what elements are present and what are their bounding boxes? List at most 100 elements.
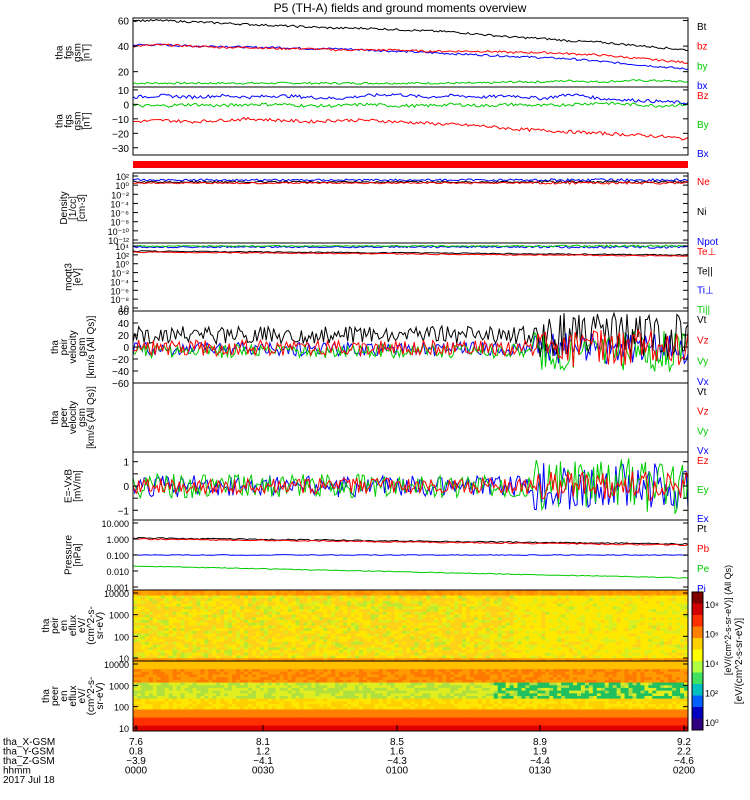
x-row-value: 0130 xyxy=(529,766,552,777)
legend-entry: Vx xyxy=(697,377,709,388)
x-row-value: 9.2 xyxy=(677,737,691,748)
x-row-value: 0100 xyxy=(386,766,409,777)
y-label-line: velocity xyxy=(68,330,79,363)
y-tick-label: 10⁴ xyxy=(115,242,129,252)
x-row-label: tha_Z-GSM xyxy=(3,756,55,767)
legend-entry: By xyxy=(697,120,709,131)
y-label-line: gsm xyxy=(77,338,88,357)
y-tick-label: 10 xyxy=(119,724,129,734)
legend-entry: Vz xyxy=(697,407,709,418)
y-label-line: velocity xyxy=(68,401,79,434)
y-label: Density[1/cc][cm-3] xyxy=(59,191,88,224)
series-line xyxy=(133,538,689,546)
panel-frame xyxy=(132,660,689,732)
panel-density: 10²10⁰10⁻²10⁻⁴10⁻⁶10⁻⁸10⁻¹⁰10⁻¹²Density[… xyxy=(59,172,718,248)
y-label-line: eflux xyxy=(68,685,79,706)
y-label-line: peir xyxy=(50,616,61,633)
panel-peer_spectrogram: 10000 1000 100 10 thapeerenefluxeV/(cm^2-s-s… xyxy=(41,660,689,734)
series-line xyxy=(132,116,689,141)
legend-entry: Ne xyxy=(697,177,710,188)
y-tick-label: 10⁻¹² xyxy=(108,236,129,246)
y-label: E=-VxB[mV/m] xyxy=(64,469,84,504)
series-line xyxy=(132,328,689,367)
series-line xyxy=(132,43,689,71)
x-row-label: tha_Y-GSM xyxy=(3,747,54,758)
colorbar-step xyxy=(692,592,703,604)
legend-entry: Ti⊥ xyxy=(697,286,714,297)
legend-entry: Ex xyxy=(697,514,709,525)
series-line xyxy=(132,18,689,52)
x-row-label: tha_X-GSM xyxy=(3,737,55,748)
y-label-line: gsm xyxy=(73,112,84,131)
y-tick-label: 60 xyxy=(118,17,130,28)
x-row-value: −4.1 xyxy=(253,756,273,767)
x-row-value: 2.2 xyxy=(677,747,691,758)
colorbar-step xyxy=(692,661,703,673)
y-label-line: [nT] xyxy=(82,112,93,129)
y-tick-label: 1.000 xyxy=(106,535,129,545)
legend-entry: Bx xyxy=(697,149,709,160)
x-row-value: 0000 xyxy=(125,766,148,777)
y-label-line: tha xyxy=(41,689,52,703)
legend-entry: Vt xyxy=(697,387,707,398)
legend-entry: Vt xyxy=(697,315,707,326)
legend-entry: Vx xyxy=(697,446,709,457)
x-row-value: 1.9 xyxy=(533,747,547,758)
mode-bar xyxy=(133,161,688,168)
series-line xyxy=(132,331,689,365)
series-line xyxy=(132,471,689,501)
y-tick-label: −60 xyxy=(112,379,129,390)
series-line xyxy=(132,92,689,105)
legend-entry: Pb xyxy=(697,544,710,555)
y-tick-label: 10⁰ xyxy=(115,260,129,270)
y-label-line: eflux xyxy=(68,615,79,636)
series-line xyxy=(132,181,688,186)
y-tick-label: 1000 xyxy=(109,681,129,691)
y-tick-label: 10.000 xyxy=(101,519,129,529)
colorbar-step xyxy=(692,638,703,650)
y-tick-label: 10⁻⁸ xyxy=(110,295,129,305)
legend-entry: Bz xyxy=(697,91,709,102)
x-row-value: 1.6 xyxy=(390,747,404,758)
series-line xyxy=(132,251,689,257)
y-tick-label: 40 xyxy=(118,319,130,330)
y-tick-label: 1 xyxy=(123,458,129,469)
y-tick-label: 10 xyxy=(119,654,129,664)
legend-entry: Ey xyxy=(697,485,709,496)
y-tick-label: 10000 xyxy=(104,660,129,670)
y-label-line: tha xyxy=(41,618,52,632)
colorbar-label: 10⁸ xyxy=(705,600,719,610)
y-tick-label: 20 xyxy=(118,331,130,342)
y-label-line: E=-VxB xyxy=(64,469,75,504)
legend-entry: bz xyxy=(697,42,708,53)
colorbar-step xyxy=(692,626,703,639)
y-tick-label: 20 xyxy=(118,68,130,79)
x-row-label: hhmm xyxy=(3,766,31,777)
colorbar-step xyxy=(692,707,703,719)
y-tick-label: 10⁻² xyxy=(111,190,129,200)
legend-entry: Ni xyxy=(697,207,706,218)
colorbar-step xyxy=(692,649,703,662)
x-row-value: 8.5 xyxy=(390,737,404,748)
x-row-value: 7.6 xyxy=(129,737,143,748)
y-label-line: en xyxy=(59,690,70,701)
y-label-line: [1/cc] xyxy=(68,196,79,220)
series-line xyxy=(132,536,689,545)
y-label-line: tha xyxy=(55,114,66,128)
x-row-value: −4.4 xyxy=(530,756,550,767)
y-label-line: fgs xyxy=(64,46,75,59)
legend-entry: Vy xyxy=(697,356,708,367)
legend-entry: Pt xyxy=(697,524,707,535)
panel-e_field: −1 0 1 E=-VxB[mV/m] Ez Ey Ex xyxy=(64,451,709,525)
series-line xyxy=(132,79,689,85)
y-tick-label: 0 xyxy=(123,100,129,111)
series-line xyxy=(132,178,689,182)
